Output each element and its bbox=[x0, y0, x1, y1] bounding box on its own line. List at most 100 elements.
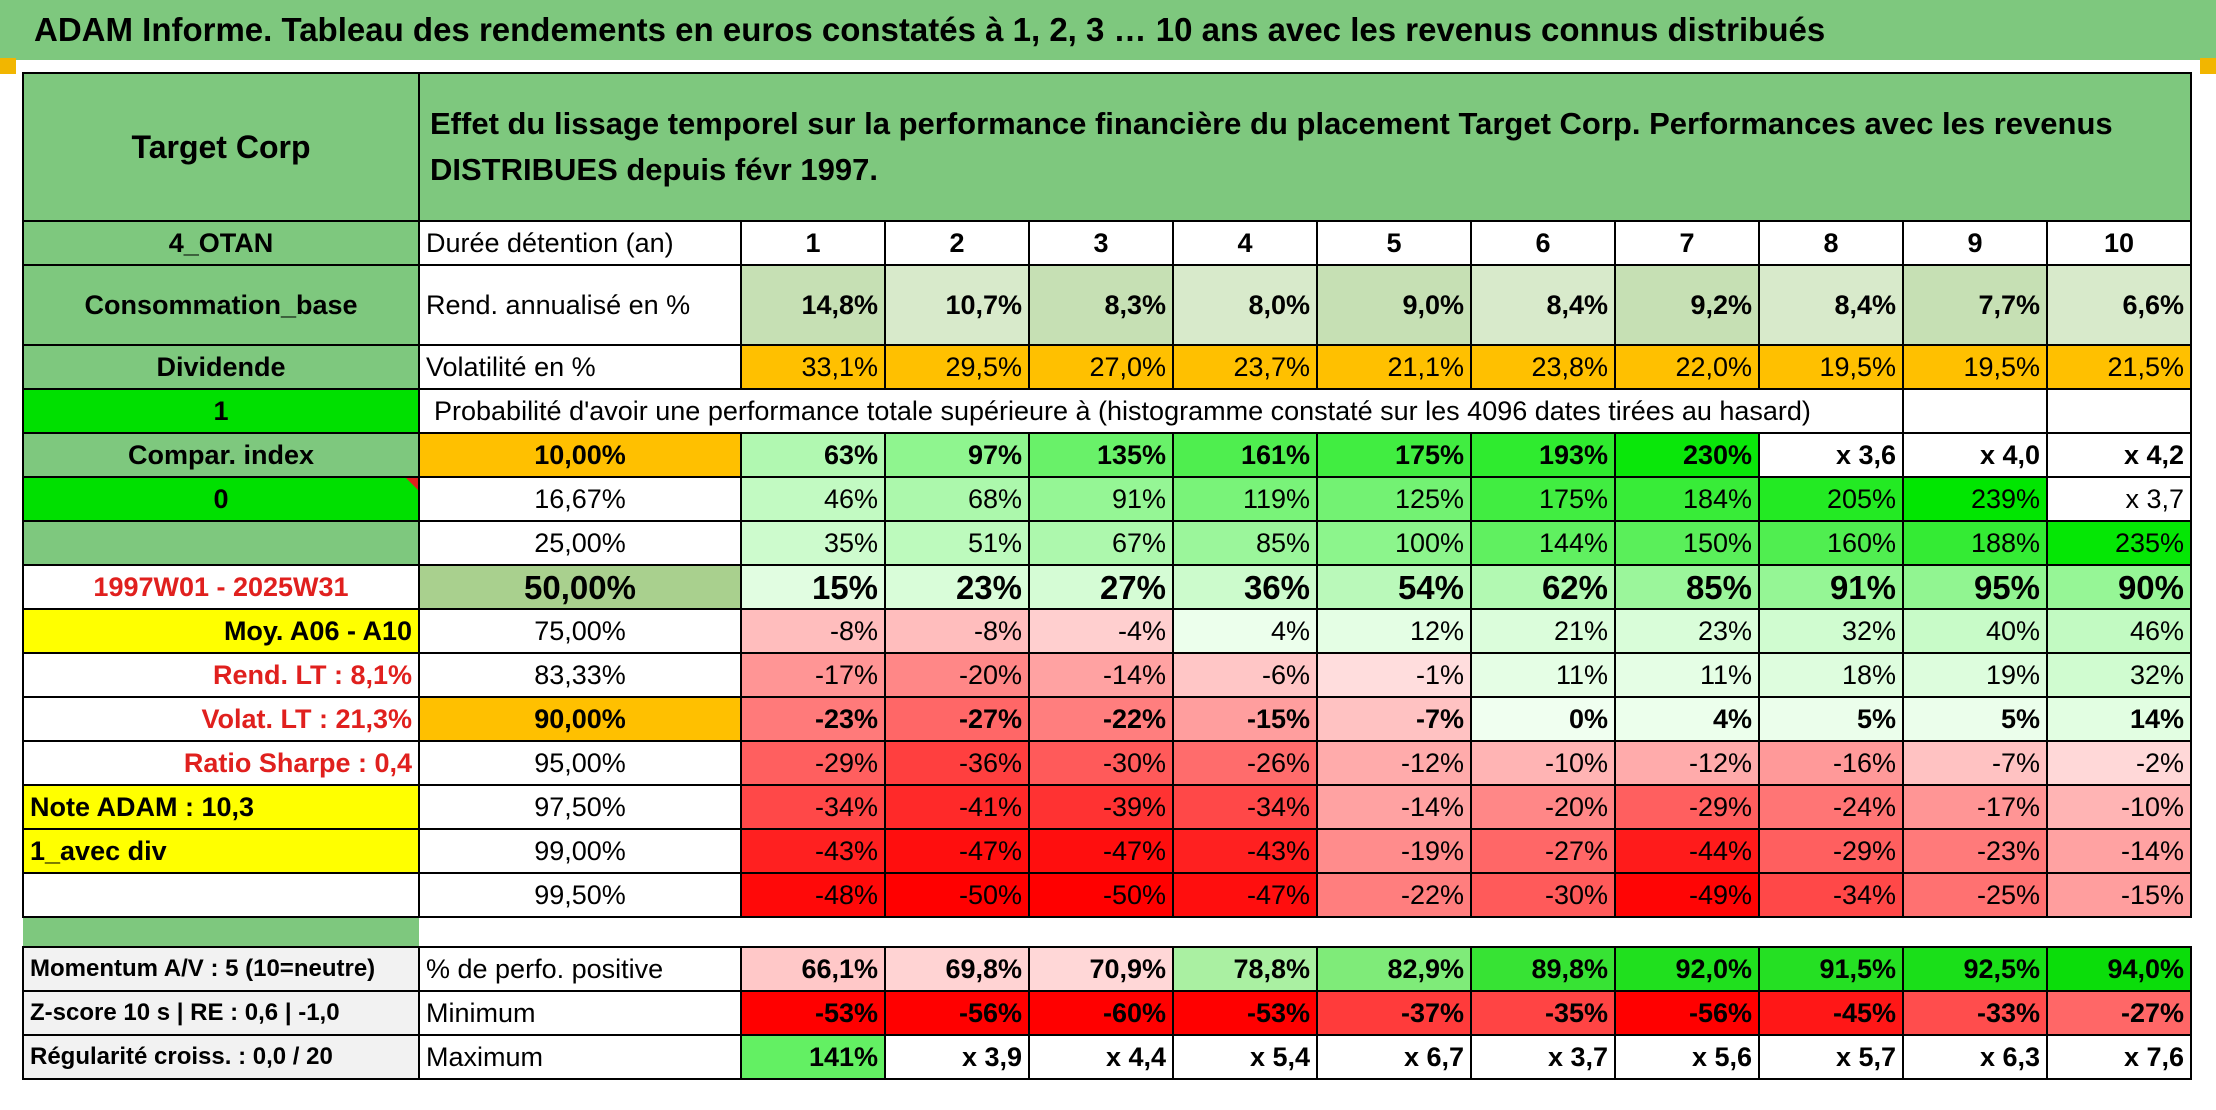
prob-row: 1_avec div 99,00% -43% -47% -47% -43% -19% -27%… bbox=[22, 828, 2192, 874]
prob-cell: -10% bbox=[1470, 740, 1616, 786]
rend-cell: 7,7% bbox=[1902, 264, 2048, 346]
prob-cell: 4% bbox=[1172, 608, 1318, 654]
prob-cell: x 4,0 bbox=[1902, 432, 2048, 478]
prob-cell: 27% bbox=[1028, 564, 1174, 610]
prob-cell: 125% bbox=[1316, 476, 1472, 522]
side-zero: 0 bbox=[22, 476, 420, 522]
side-spacer bbox=[23, 917, 419, 947]
prob-cell: 91% bbox=[1758, 564, 1904, 610]
prob-cell: -26% bbox=[1172, 740, 1318, 786]
vol-cell: 33,1% bbox=[740, 344, 886, 390]
prob-cell: 97% bbox=[884, 432, 1030, 478]
prob-cell: 161% bbox=[1172, 432, 1318, 478]
prob-cell: 19% bbox=[1902, 652, 2048, 698]
prob-cell: 46% bbox=[740, 476, 886, 522]
prob-cell: 35% bbox=[740, 520, 886, 566]
side-note-adam: Note ADAM : 10,3 bbox=[22, 784, 420, 830]
prob-row: 99,50% -48% -50% -50% -47% -22% -30% -49% -34% -2… bbox=[22, 872, 2192, 918]
prob-cell: -23% bbox=[740, 696, 886, 742]
prob-cell: -16% bbox=[1758, 740, 1904, 786]
rend-label: Rend. annualisé en % bbox=[418, 264, 742, 346]
vol-cell: 29,5% bbox=[884, 344, 1030, 390]
prob-cell: 135% bbox=[1028, 432, 1174, 478]
stat-cell: x 3,9 bbox=[884, 1034, 1030, 1080]
prob-row: Ratio Sharpe : 0,4 95,00% -29% -36% -30% -26%… bbox=[22, 740, 2192, 786]
vol-cell: 19,5% bbox=[1902, 344, 2048, 390]
side-blank bbox=[22, 872, 420, 918]
stat-cell: x 6,3 bbox=[1902, 1034, 2048, 1080]
prob-cell: -43% bbox=[740, 828, 886, 874]
vol-cell: 23,7% bbox=[1172, 344, 1318, 390]
year-header: 1 bbox=[740, 220, 886, 266]
prob-cell: -20% bbox=[884, 652, 1030, 698]
prob-cell: 150% bbox=[1614, 520, 1760, 566]
prob-cell: 100% bbox=[1316, 520, 1472, 566]
prob-cell: 230% bbox=[1614, 432, 1760, 478]
side-dividend: Dividende bbox=[22, 344, 420, 390]
prob-cell: 62% bbox=[1470, 564, 1616, 610]
prob-cell: -7% bbox=[1316, 696, 1472, 742]
prob-cell: 23% bbox=[1614, 608, 1760, 654]
prob-cell: x 3,7 bbox=[2046, 476, 2192, 522]
stat-cell: -37% bbox=[1316, 990, 1472, 1036]
prob-cell: -14% bbox=[1316, 784, 1472, 830]
prob-cell: -20% bbox=[1470, 784, 1616, 830]
prob-cell: -27% bbox=[1470, 828, 1616, 874]
rend-cell: 8,4% bbox=[1758, 264, 1904, 346]
probability-title: Probabilité d'avoir une performance tota… bbox=[418, 388, 1904, 434]
prob-cell: 15% bbox=[740, 564, 886, 610]
side-volat-lt: Volat. LT : 21,3% bbox=[22, 696, 420, 742]
prob-row: Volat. LT : 21,3% 90,00% -23% -27% -22% -15% -… bbox=[22, 696, 2192, 742]
side-sector: Consommation_base bbox=[22, 264, 420, 346]
prob-cell: 67% bbox=[1028, 520, 1174, 566]
prob-cell: 32% bbox=[1758, 608, 1904, 654]
prob-cell: -41% bbox=[884, 784, 1030, 830]
side-rend-lt: Rend. LT : 8,1% bbox=[22, 652, 420, 698]
vol-cell: 23,8% bbox=[1470, 344, 1616, 390]
prob-cell: 54% bbox=[1316, 564, 1472, 610]
prob-cell: -17% bbox=[1902, 784, 2048, 830]
prob-cell: 4% bbox=[1614, 696, 1760, 742]
prob-cell: -22% bbox=[1028, 696, 1174, 742]
stat-cell: -60% bbox=[1028, 990, 1174, 1036]
stat-cell: x 4,4 bbox=[1028, 1034, 1174, 1080]
prob-cell: 235% bbox=[2046, 520, 2192, 566]
company-name: Target Corp bbox=[22, 72, 420, 222]
prob-row: Compar. index 10,00% 63% 97% 135% 161% 175% 193… bbox=[22, 432, 2192, 478]
side-stat: Momentum A/V : 5 (10=neutre) bbox=[22, 946, 420, 992]
prob-cell: 11% bbox=[1470, 652, 1616, 698]
stat-cell: -27% bbox=[2046, 990, 2192, 1036]
year-header: 3 bbox=[1028, 220, 1174, 266]
prob-cell: 85% bbox=[1172, 520, 1318, 566]
prob-row: 0 16,67% 46% 68% 91% 119% 125% 175% 184% 205% 239%… bbox=[22, 476, 2192, 522]
prob-cell: 46% bbox=[2046, 608, 2192, 654]
prob-cell: -14% bbox=[1028, 652, 1174, 698]
prob-cell: 95% bbox=[1902, 564, 2048, 610]
prob-cell: 184% bbox=[1614, 476, 1760, 522]
prob-cell: -7% bbox=[1902, 740, 2048, 786]
prob-cell: -47% bbox=[884, 828, 1030, 874]
prob-cell: -12% bbox=[1614, 740, 1760, 786]
rend-cell: 8,4% bbox=[1470, 264, 1616, 346]
prob-cell: -39% bbox=[1028, 784, 1174, 830]
prob-cell: 40% bbox=[1902, 608, 2048, 654]
side-moy: Moy. A06 - A10 bbox=[22, 608, 420, 654]
prob-cell: -8% bbox=[740, 608, 886, 654]
year-header: 7 bbox=[1614, 220, 1760, 266]
stat-label: % de perfo. positive bbox=[418, 946, 742, 992]
prob-cell: 5% bbox=[1758, 696, 1904, 742]
prob-cell: -14% bbox=[2046, 828, 2192, 874]
threshold-label: 83,33% bbox=[418, 652, 742, 698]
prob-cell: -30% bbox=[1028, 740, 1174, 786]
side-code: 4_OTAN bbox=[22, 220, 420, 266]
prob-cell: 51% bbox=[884, 520, 1030, 566]
year-header: 9 bbox=[1902, 220, 2048, 266]
threshold-label: 95,00% bbox=[418, 740, 742, 786]
rend-cell: 10,7% bbox=[884, 264, 1030, 346]
threshold-label: 10,00% bbox=[418, 432, 742, 478]
corner-marker-right bbox=[2200, 58, 2216, 74]
prob-cell: 175% bbox=[1470, 476, 1616, 522]
prob-cell: 160% bbox=[1758, 520, 1904, 566]
vol-cell: 21,1% bbox=[1316, 344, 1472, 390]
stat-label: Maximum bbox=[418, 1034, 742, 1080]
